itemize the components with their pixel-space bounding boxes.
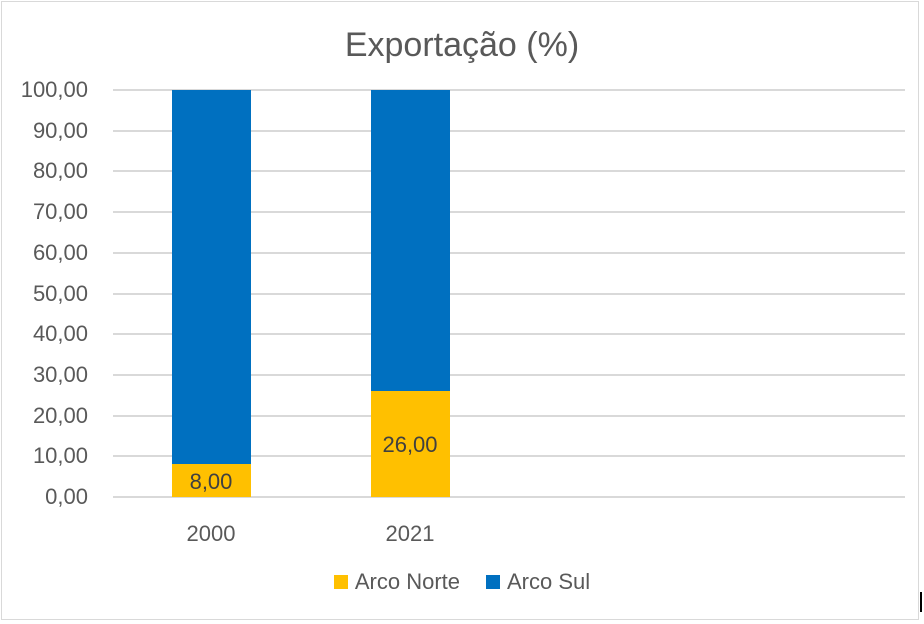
data-label: 26,00 xyxy=(382,432,438,458)
x-axis-tick-label: 2021 xyxy=(385,521,435,546)
y-axis-tick-label: 30,00 xyxy=(32,361,88,387)
window-edge-mark xyxy=(920,592,922,612)
y-axis-tick-label: 20,00 xyxy=(32,402,88,428)
y-axis-tick-label: 50,00 xyxy=(32,280,88,306)
x-axis-tick-label: 2000 xyxy=(186,521,236,546)
y-axis-tick-label: 40,00 xyxy=(32,321,88,347)
bar-arco-sul-2000[interactable] xyxy=(171,90,251,465)
legend-item-arco-sul[interactable]: Arco Sul xyxy=(486,569,590,595)
y-axis-tick-label: 0,00 xyxy=(45,484,88,509)
gridline xyxy=(113,129,905,132)
y-axis-tick-label: 70,00 xyxy=(32,199,88,225)
gridline xyxy=(113,170,905,173)
y-axis-tick-label: 10,00 xyxy=(32,443,88,469)
legend-item-arco-norte[interactable]: Arco Norte xyxy=(333,569,460,595)
gridline xyxy=(113,292,905,295)
bar-arco-sul-2021[interactable] xyxy=(370,90,450,392)
gridline xyxy=(113,89,905,91)
y-axis-tick-label: 80,00 xyxy=(32,158,88,184)
data-label: 8,00 xyxy=(189,468,233,494)
chart-title: Exportação (%) xyxy=(344,26,580,64)
gridline xyxy=(113,251,905,254)
gridline xyxy=(113,496,905,498)
y-axis-tick-label: 60,00 xyxy=(32,239,88,265)
y-axis-tick-label: 100,00 xyxy=(20,77,88,102)
gridline xyxy=(113,211,905,214)
legend-label: Arco Norte xyxy=(354,569,460,594)
legend-swatch-arco-sul xyxy=(486,575,500,589)
legend-swatch-arco-norte xyxy=(333,575,348,589)
bar-arco-norte-2021[interactable] xyxy=(370,391,450,497)
legend: Arco Norte Arco Sul xyxy=(0,569,924,595)
gridline xyxy=(113,373,905,376)
legend-label: Arco Sul xyxy=(507,569,591,594)
y-axis-tick-label: 90,00 xyxy=(32,117,88,143)
gridline xyxy=(113,414,905,417)
gridline xyxy=(113,333,905,336)
bar-arco-norte-2000[interactable] xyxy=(171,464,251,497)
gridline xyxy=(113,455,905,458)
